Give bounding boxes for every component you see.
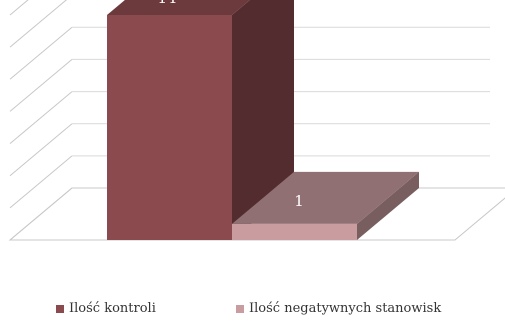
bar-side-ilosc-kontroli <box>232 0 294 240</box>
gridline-diagonal <box>9 26 73 80</box>
legend-swatch-ilosc-negatywnych-stanowisk <box>236 304 244 313</box>
gridline-diagonal <box>9 0 67 48</box>
data-label-ilosc-negatywnych-stanowisk: 1 <box>294 192 304 210</box>
gridline-diagonal <box>9 59 73 112</box>
gridline-diagonal <box>9 123 73 177</box>
legend-label-ilosc-negatywnych-stanowisk: Ilość negatywnych stanowisk <box>249 301 442 316</box>
bar-ilosc-negatywnych-stanowisk <box>232 223 357 240</box>
bar-top-ilosc-kontroli <box>107 0 250 15</box>
legend: Ilość kontroli Ilość negatywnych stanowi… <box>0 301 505 320</box>
data-label-ilosc-kontroli: 14 <box>157 0 176 7</box>
bar-ilosc-kontroli <box>107 15 232 240</box>
gridline-diagonal <box>9 0 29 16</box>
bar-side-ilosc-negatywnych-stanowisk <box>357 171 419 240</box>
legend-item-ilosc-kontroli: Ilość kontroli <box>56 301 156 316</box>
legend-label-ilosc-kontroli: Ilość kontroli <box>69 301 156 316</box>
bar-top-ilosc-negatywnych-stanowisk <box>232 171 419 224</box>
gridline-diagonal <box>9 91 73 144</box>
legend-item-ilosc-negatywnych-stanowisk: Ilość negatywnych stanowisk <box>236 301 441 316</box>
gridline-diagonal <box>9 155 73 209</box>
legend-swatch-ilosc-kontroli <box>56 304 64 313</box>
